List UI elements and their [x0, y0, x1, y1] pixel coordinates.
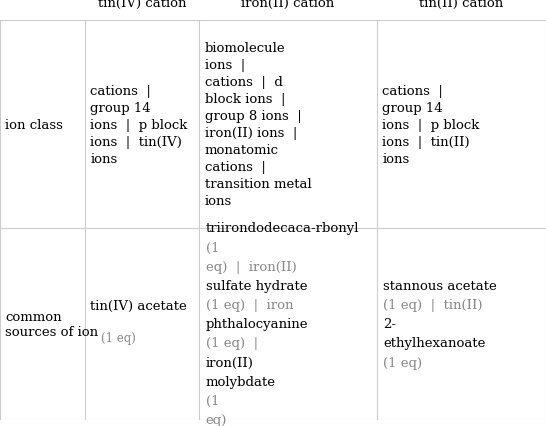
Text: ethylhexanoate: ethylhexanoate — [383, 337, 486, 349]
Text: eq): eq) — [206, 413, 227, 426]
Text: iron(II) cation: iron(II) cation — [241, 0, 335, 10]
Text: cations  |
group 14
ions  |  p block
ions  |  tin(IV)
ions: cations | group 14 ions | p block ions |… — [90, 84, 187, 165]
Text: tin(IV) cation: tin(IV) cation — [98, 0, 186, 10]
Text: (1 eq)  |: (1 eq) | — [206, 337, 258, 349]
Text: (1 eq)  |  iron: (1 eq) | iron — [206, 298, 293, 311]
Text: phthalocyanine: phthalocyanine — [206, 317, 308, 331]
Text: (1: (1 — [206, 394, 219, 407]
Text: (1: (1 — [206, 241, 219, 254]
Text: cations  |
group 14
ions  |  p block
ions  |  tin(II)
ions: cations | group 14 ions | p block ions |… — [382, 84, 479, 165]
Text: iron(II): iron(II) — [206, 356, 254, 368]
Text: stannous acetate: stannous acetate — [383, 279, 497, 292]
Text: biomolecule
ions  |
cations  |  d
block ions  |
group 8 ions  |
iron(II) ions  |: biomolecule ions | cations | d block ion… — [205, 42, 312, 207]
Text: eq)  |  iron(II): eq) | iron(II) — [206, 260, 296, 273]
Text: (1 eq)  |  tin(II): (1 eq) | tin(II) — [383, 298, 483, 311]
Text: ion class: ion class — [5, 118, 63, 131]
Text: tin(IV) acetate: tin(IV) acetate — [90, 299, 187, 313]
Text: (1 eq): (1 eq) — [383, 356, 423, 368]
Text: molybdate: molybdate — [206, 375, 276, 388]
Text: 2-: 2- — [383, 317, 396, 331]
Text: common
sources of ion: common sources of ion — [5, 310, 99, 338]
Text: (1 eq): (1 eq) — [101, 331, 136, 344]
Text: sulfate hydrate: sulfate hydrate — [206, 279, 307, 292]
Text: tin(II) cation: tin(II) cation — [419, 0, 503, 10]
Text: triirondodecaca­rbonyl: triirondodecaca­rbonyl — [206, 222, 359, 235]
